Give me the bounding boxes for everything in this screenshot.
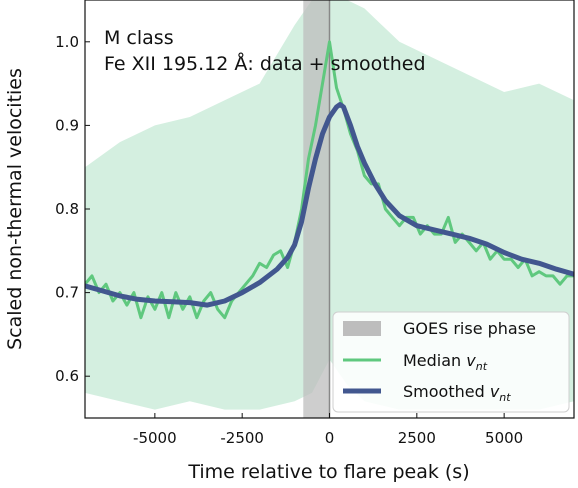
y-tick-label: 0.7 <box>55 284 79 302</box>
y-axis-label: Scaled non-thermal velocities <box>4 68 26 350</box>
legend-label-rise-phase: GOES rise phase <box>403 319 536 338</box>
median-line <box>85 40 574 320</box>
x-axis-label: Time relative to flare peak (s) <box>187 461 469 483</box>
legend-label-smoothed: Smoothed vnt <box>403 382 511 404</box>
x-tick-label: 0 <box>325 429 335 447</box>
plot-area <box>85 0 574 418</box>
legend-swatch-rise-phase <box>343 321 381 336</box>
x-tick-label: -5000 <box>133 429 177 447</box>
y-tick-label: 0.8 <box>55 200 79 218</box>
x-tick-label: 5000 <box>485 429 523 447</box>
legend: GOES rise phase Median vnt Smoothed vnt <box>332 311 570 413</box>
legend-label-median: Median vnt <box>403 351 488 373</box>
y-tick-label: 1.0 <box>55 33 79 51</box>
legend-box <box>332 311 570 413</box>
x-tick-label: -2500 <box>220 429 264 447</box>
chart-subtitle: Fe XII 195.12 Å: data + smoothed <box>104 52 426 75</box>
axis-ticks: -5000 -2500 0 2500 5000 0.6 0.7 0.8 0.9 1.0 <box>55 33 523 447</box>
y-tick-label: 0.9 <box>55 116 79 134</box>
chart-title: M class <box>104 27 174 49</box>
y-tick-label: 0.6 <box>55 367 79 385</box>
smoothed-line <box>85 102 574 308</box>
x-tick-label: 2500 <box>398 429 436 447</box>
